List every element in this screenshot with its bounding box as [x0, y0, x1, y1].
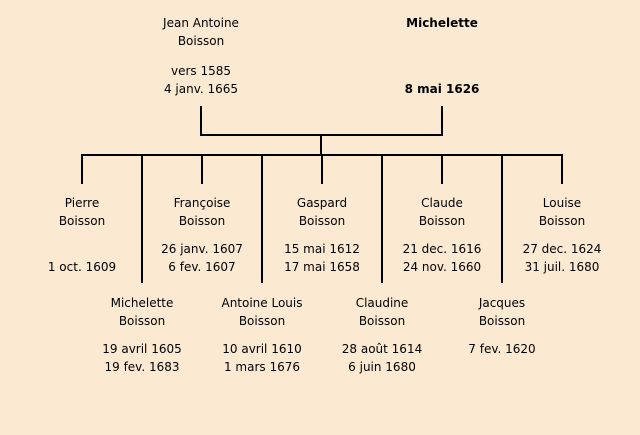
person-date-line2 [442, 358, 562, 376]
connector-mother-drop [441, 106, 443, 136]
connector-child-drop-claudine [381, 154, 383, 283]
person-date-line2: 19 fev. 1683 [104, 360, 180, 374]
person-date-line2: 17 mai 1658 [284, 260, 360, 274]
person-date-line1: 21 dec. 1616 [402, 242, 482, 256]
person-francoise-boisson[interactable]: Françoise Boisson 26 janv. 1607 6 fev. 1… [142, 194, 262, 276]
person-name-line1: Louise [542, 196, 582, 210]
person-claude-boisson[interactable]: Claude Boisson 21 dec. 1616 24 nov. 1660 [382, 194, 502, 276]
connector-child-drop-pierre [81, 154, 83, 184]
person-name-line2: Boisson [118, 314, 166, 328]
connector-child-drop-michelette [141, 154, 143, 283]
person-name-line2 [382, 32, 502, 50]
person-jacques-boisson[interactable]: Jacques Boisson 7 fev. 1620 [442, 294, 562, 376]
connector-middle-drop [320, 134, 322, 156]
connector-child-drop-jacques [501, 154, 503, 283]
person-pierre-boisson[interactable]: Pierre Boisson 1 oct. 1609 [22, 194, 142, 276]
person-date-line1: 15 mai 1612 [284, 242, 360, 256]
person-date-line2: 6 fev. 1607 [168, 260, 236, 274]
person-date-line2: 1 mars 1676 [223, 360, 301, 374]
person-date-line1: 7 fev. 1620 [468, 342, 536, 356]
person-louise-boisson[interactable]: Louise Boisson 27 dec. 1624 31 juil. 168… [502, 194, 622, 276]
person-name-line1: Jacques [478, 296, 526, 310]
person-date-line1 [382, 62, 502, 80]
person-date-line1 [22, 240, 142, 258]
person-name-line2: Boisson [298, 214, 346, 228]
person-name-line1: Jean Antoine [163, 16, 239, 30]
person-name-line1: Antoine Louis [221, 296, 303, 310]
connector-father-drop [200, 106, 202, 136]
person-name-line2: Boisson [478, 314, 526, 328]
person-name-line2: Boisson [358, 314, 406, 328]
person-michelette-boisson[interactable]: Michelette Boisson 19 avril 1605 19 fev.… [82, 294, 202, 376]
person-name-line1: Claudine [355, 296, 409, 310]
person-name-line2: Boisson [538, 214, 586, 228]
person-date-line1: 19 avril 1605 [102, 342, 182, 356]
person-name-line2: Boisson [238, 314, 286, 328]
person-name-line1: Pierre [64, 196, 100, 210]
person-date-line2: 6 juin 1680 [348, 360, 416, 374]
person-gaspard-boisson[interactable]: Gaspard Boisson 15 mai 1612 17 mai 1658 [262, 194, 382, 276]
person-date-line1: 28 août 1614 [341, 342, 423, 356]
connector-child-drop-francoise [201, 154, 203, 184]
person-name-line1: Michelette [406, 16, 478, 30]
person-date-line2: 1 oct. 1609 [47, 260, 117, 274]
person-name-line1: Michelette [110, 296, 174, 310]
person-michelette-mother[interactable]: Michelette 8 mai 1626 [382, 14, 502, 98]
person-antoine-louis-boisson[interactable]: Antoine Louis Boisson 10 avril 1610 1 ma… [202, 294, 322, 376]
connector-child-drop-louise [561, 154, 563, 184]
person-date-line2: 4 janv. 1665 [163, 82, 239, 96]
person-name-line1: Françoise [173, 196, 231, 210]
person-date-line1: vers 1585 [170, 64, 232, 78]
person-date-line2: 8 mai 1626 [404, 82, 480, 96]
connector-child-drop-claude [441, 154, 443, 184]
connector-child-drop-gaspard [321, 154, 323, 184]
person-claudine-boisson[interactable]: Claudine Boisson 28 août 1614 6 juin 168… [322, 294, 442, 376]
person-jean-antoine-boisson[interactable]: Jean Antoine Boisson vers 1585 4 janv. 1… [141, 14, 261, 98]
person-date-line1: 27 dec. 1624 [522, 242, 602, 256]
person-name-line2: Boisson [418, 214, 466, 228]
person-date-line1: 10 avril 1610 [222, 342, 302, 356]
person-date-line2: 24 nov. 1660 [402, 260, 482, 274]
person-name-line2: Boisson [178, 214, 226, 228]
person-name-line2: Boisson [177, 34, 225, 48]
person-date-line2: 31 juil. 1680 [524, 260, 600, 274]
person-name-line1: Gaspard [296, 196, 348, 210]
person-name-line2: Boisson [58, 214, 106, 228]
person-name-line1: Claude [421, 196, 463, 210]
person-date-line1: 26 janv. 1607 [161, 242, 243, 256]
connector-child-drop-antoine-louis [261, 154, 263, 283]
